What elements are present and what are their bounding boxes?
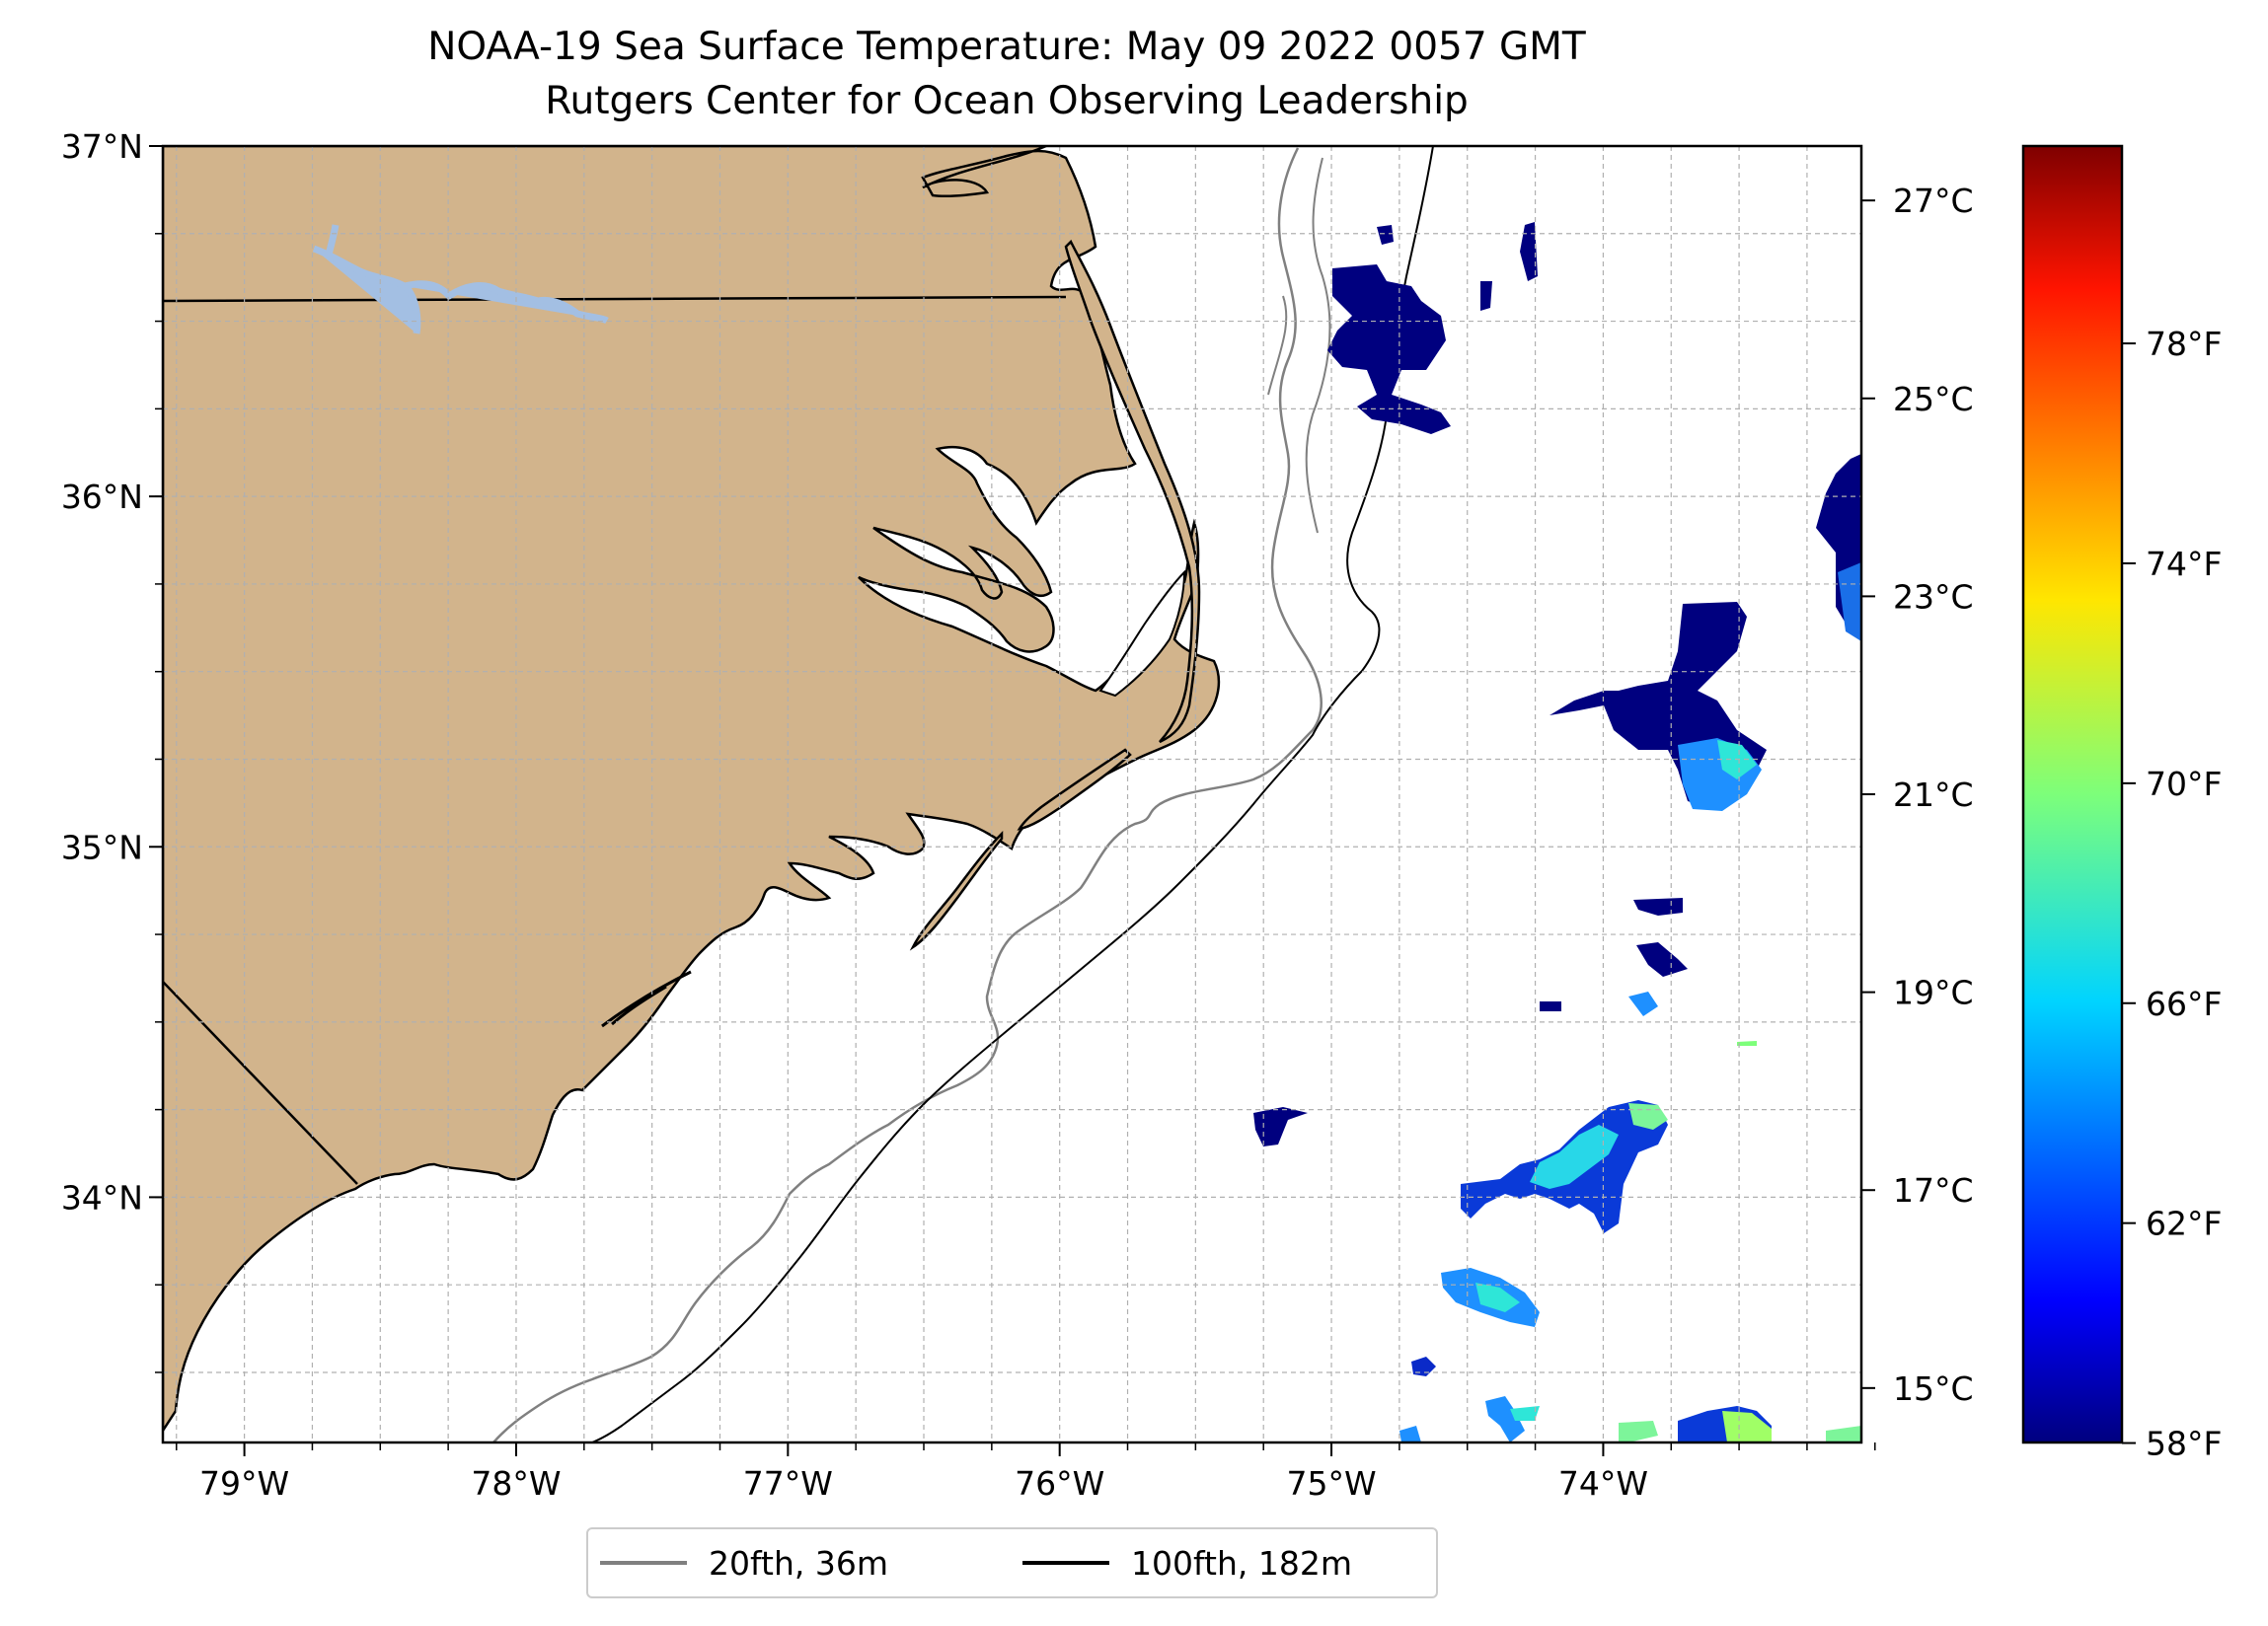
sst-patch [1327, 264, 1451, 434]
celsius-tick-label: 19°C [1893, 974, 1974, 1012]
legend-label-20fth: 20fth, 36m [709, 1543, 888, 1583]
celsius-tick-label: 17°C [1893, 1171, 1974, 1210]
colorbar-axes: 27°C 25°C 23°C 21°C 19°C 17°C 15°C 78°F 74°F 70°F… [1861, 182, 2222, 1463]
sst-patch [1636, 942, 1688, 977]
map-subtitle: Rutgers Center for Ocean Observing Leade… [545, 79, 1469, 123]
celsius-tick-label: 21°C [1893, 776, 1974, 814]
sst-patch [1377, 225, 1394, 245]
x-tick-label: 74°W [1558, 1464, 1648, 1503]
y-tick-label: 36°N [61, 478, 143, 516]
sst-patch [1737, 1041, 1757, 1046]
celsius-tick-label: 23°C [1893, 577, 1974, 616]
map-axes: 79°W 78°W 77°W 76°W 75°W 74°W 37°N 36°N 35°N 34°N [61, 127, 1876, 1503]
sst-patch [1530, 1125, 1619, 1189]
fahrenheit-tick-label: 58°F [2146, 1425, 2222, 1463]
fahrenheit-tick-label: 70°F [2146, 765, 2222, 803]
sst-patch [1838, 562, 1861, 641]
celsius-tick-label: 27°C [1893, 182, 1974, 220]
celsius-tick-label: 15°C [1893, 1369, 1974, 1408]
y-tick-label: 34°N [61, 1178, 143, 1217]
core-banks [1017, 748, 1132, 831]
sst-patch [1826, 1426, 1861, 1442]
y-tick-label: 37°N [61, 127, 143, 166]
x-tick-label: 76°W [1015, 1464, 1104, 1503]
sst-patch [1520, 222, 1538, 281]
state-border-va-nc [163, 295, 1067, 303]
legend-item-100fth: 100fth, 182m [1022, 1529, 1352, 1596]
colorbar-frame [2021, 144, 2124, 1444]
sst-patch [1628, 992, 1658, 1016]
legend-item-20fth: 20fth, 36m [600, 1529, 888, 1596]
y-tick-label: 35°N [61, 828, 143, 866]
lake-kerr [312, 224, 609, 334]
fahrenheit-tick-label: 66°F [2146, 985, 2222, 1023]
legend-label-100fth: 100fth, 182m [1131, 1543, 1352, 1583]
celsius-tick-label: 25°C [1893, 380, 1974, 418]
fahrenheit-tick-label: 78°F [2146, 325, 2222, 363]
legend-line-100fth [1022, 1561, 1109, 1565]
sst-patch [1485, 1396, 1525, 1442]
fahrenheit-tick-label: 62°F [2146, 1205, 2222, 1243]
bogue-banks [601, 970, 692, 1028]
sst-patch [1399, 1426, 1421, 1442]
x-tick-label: 75°W [1286, 1464, 1376, 1503]
x-tick-label: 77°W [743, 1464, 833, 1503]
sst-patch [1619, 1421, 1658, 1442]
sst-patch [1510, 1406, 1540, 1421]
sst-patch [1475, 1283, 1520, 1312]
legend-line-20fth [600, 1561, 687, 1565]
sst-patch [1480, 281, 1492, 311]
isobath-100fth [591, 146, 1434, 1442]
sst-patch [1411, 1357, 1436, 1376]
sst-patch [1722, 1411, 1772, 1442]
isobath-20fth [492, 147, 1323, 1442]
shackleford-banks [909, 830, 1004, 951]
state-border-nc-sc [163, 981, 358, 1185]
map-legend: 20fth, 36m 100fth, 182m [586, 1527, 1438, 1598]
map-gridlines [163, 146, 1861, 1442]
sst-patch [1540, 1001, 1561, 1011]
x-tick-label: 78°W [471, 1464, 561, 1503]
sst-patch [1633, 898, 1683, 916]
sst-data-patches [1253, 222, 1861, 1442]
sst-patch [1253, 1107, 1308, 1146]
x-tick-label: 79°W [199, 1464, 289, 1503]
map-title: NOAA-19 Sea Surface Temperature: May 09 … [427, 25, 1586, 69]
fahrenheit-tick-label: 74°F [2146, 545, 2222, 583]
pamlico-sound [1098, 569, 1186, 698]
colorbar [2023, 146, 2122, 1442]
